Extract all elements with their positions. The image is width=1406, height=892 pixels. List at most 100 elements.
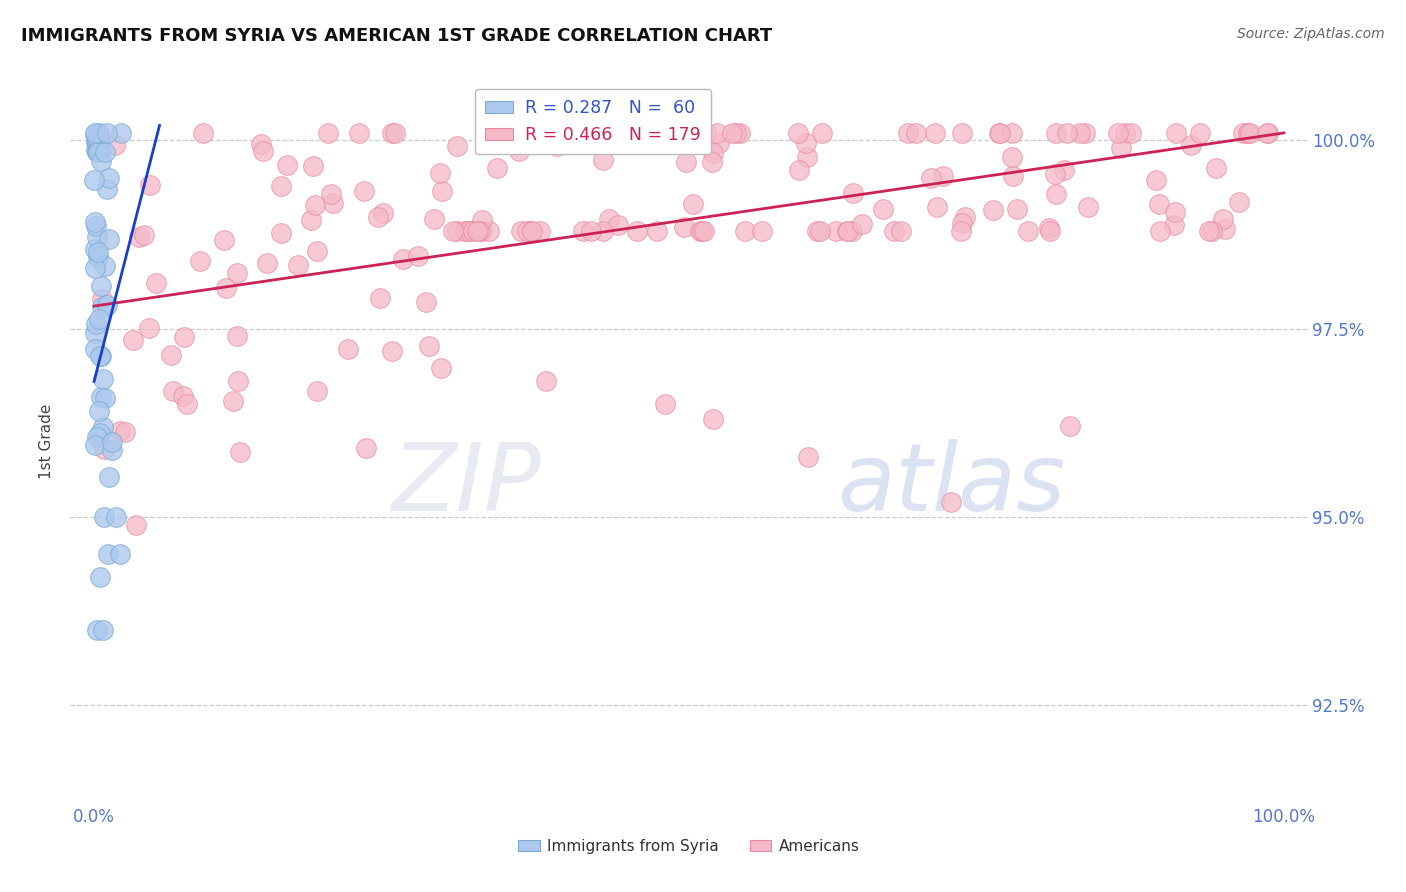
Point xyxy=(883,224,905,238)
Point xyxy=(675,154,697,169)
Point xyxy=(84,261,107,276)
Point xyxy=(1257,126,1279,140)
Point xyxy=(522,224,544,238)
Point xyxy=(1198,224,1220,238)
Point xyxy=(457,224,479,238)
Point xyxy=(89,425,111,440)
Point xyxy=(96,298,118,312)
Point xyxy=(1045,186,1067,201)
Point xyxy=(1144,172,1167,186)
Text: IMMIGRANTS FROM SYRIA VS AMERICAN 1ST GRADE CORRELATION CHART: IMMIGRANTS FROM SYRIA VS AMERICAN 1ST GR… xyxy=(21,27,772,45)
Point xyxy=(93,509,115,524)
Point xyxy=(1017,224,1039,238)
Point xyxy=(89,141,111,155)
Point xyxy=(101,434,124,449)
Point xyxy=(250,136,273,151)
Point xyxy=(1237,126,1260,140)
Point xyxy=(510,224,533,238)
Point xyxy=(87,126,110,140)
Point xyxy=(87,250,110,264)
Point xyxy=(96,126,118,140)
Point xyxy=(430,360,453,375)
Point xyxy=(702,412,724,426)
Text: ZIP: ZIP xyxy=(391,440,540,531)
Point xyxy=(471,212,494,227)
Point xyxy=(835,224,858,238)
Point xyxy=(841,224,863,238)
Point xyxy=(1119,126,1142,140)
Point xyxy=(1053,163,1076,178)
Point xyxy=(91,420,114,434)
Point xyxy=(897,126,920,140)
Point xyxy=(93,145,115,160)
Point xyxy=(463,224,485,238)
Point xyxy=(529,224,551,238)
Point xyxy=(920,171,942,186)
Point xyxy=(83,126,105,140)
Point xyxy=(1045,126,1067,140)
Point xyxy=(83,172,105,186)
Point xyxy=(90,300,112,314)
Point xyxy=(645,224,668,238)
Point xyxy=(797,450,820,464)
Point xyxy=(1001,150,1024,164)
Point xyxy=(546,139,568,153)
Point xyxy=(508,144,530,158)
Point xyxy=(1147,197,1170,211)
Point xyxy=(441,224,464,238)
Point xyxy=(90,390,112,404)
Point xyxy=(215,281,238,295)
Point xyxy=(981,202,1004,217)
Point xyxy=(454,224,477,238)
Point xyxy=(654,397,676,411)
Point xyxy=(806,224,828,238)
Point xyxy=(672,220,695,235)
Point xyxy=(572,224,595,238)
Point xyxy=(305,244,328,259)
Point xyxy=(796,150,818,164)
Point xyxy=(121,333,143,347)
Point xyxy=(87,244,110,259)
Point xyxy=(1002,169,1025,183)
Point xyxy=(97,171,120,186)
Point xyxy=(270,226,292,240)
Point xyxy=(415,294,437,309)
Point xyxy=(222,393,245,408)
Point xyxy=(226,266,249,280)
Point xyxy=(626,224,648,238)
Point xyxy=(336,342,359,356)
Point xyxy=(1213,221,1236,235)
Point xyxy=(872,202,894,216)
Point xyxy=(159,348,181,362)
Point xyxy=(516,224,538,238)
Point xyxy=(110,548,132,562)
Point xyxy=(1232,126,1254,140)
Point xyxy=(1164,126,1187,140)
Point xyxy=(519,224,541,238)
Point xyxy=(96,182,118,196)
Point xyxy=(86,623,108,637)
Point xyxy=(90,293,112,307)
Point xyxy=(406,249,429,263)
Point xyxy=(84,437,107,451)
Point xyxy=(1256,126,1278,140)
Point xyxy=(368,292,391,306)
Point xyxy=(952,216,974,230)
Point xyxy=(86,130,108,145)
Point xyxy=(1180,138,1202,153)
Point xyxy=(1073,126,1095,140)
Point xyxy=(299,213,322,227)
Point xyxy=(84,242,107,256)
Point xyxy=(1239,126,1261,140)
Point xyxy=(794,136,817,150)
Point xyxy=(90,349,112,363)
Point xyxy=(1107,126,1129,140)
Point xyxy=(89,570,111,584)
Point xyxy=(842,186,865,201)
Point xyxy=(86,135,108,149)
Point xyxy=(1163,219,1185,233)
Point xyxy=(1236,126,1258,140)
Point xyxy=(950,126,973,140)
Point xyxy=(305,384,328,398)
Point xyxy=(1109,141,1132,155)
